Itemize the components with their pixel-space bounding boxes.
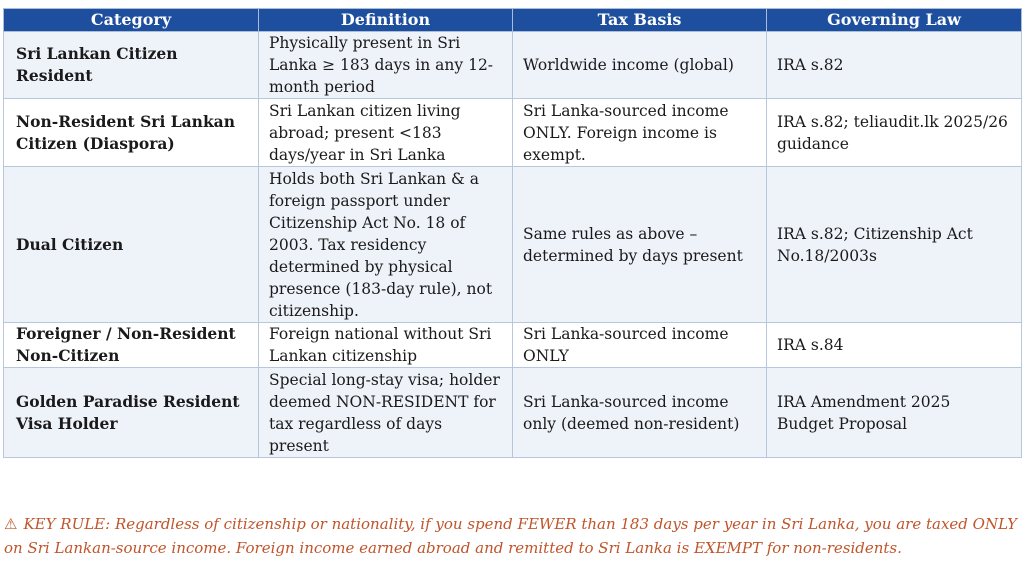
table-row: Non-Resident Sri Lankan Citizen (Diaspor… [3, 98, 1022, 167]
table-row: Golden Paradise Resident Visa Holder Spe… [3, 367, 1022, 458]
row-tax-basis: Worldwide income (global) [512, 31, 767, 99]
row-definition: Holds both Sri Lankan & a foreign passpo… [258, 166, 513, 323]
row-category: Sri Lankan Citizen Resident [3, 31, 259, 99]
key-rule-text: KEY RULE: Regardless of citizenship or n… [4, 515, 1017, 557]
row-definition: Physically present in Sri Lanka ≥ 183 da… [258, 31, 513, 99]
key-rule-note: ⚠ KEY RULE: Regardless of citizenship or … [4, 512, 1020, 560]
row-definition: Sri Lankan citizen living abroad; presen… [258, 98, 513, 167]
row-category: Non-Resident Sri Lankan Citizen (Diaspor… [3, 98, 259, 167]
table-header-row: Category Definition Tax Basis Governing … [3, 8, 1022, 32]
header-tax-basis: Tax Basis [512, 8, 767, 32]
header-governing-law: Governing Law [766, 8, 1022, 32]
row-tax-basis: Same rules as above – determined by days… [512, 166, 767, 323]
row-governing-law: IRA s.84 [766, 322, 1022, 368]
warning-icon: ⚠ [4, 515, 18, 533]
row-definition: Foreign national without Sri Lankan citi… [258, 322, 513, 368]
header-category: Category [3, 8, 259, 32]
row-tax-basis: Sri Lanka-sourced income ONLY. Foreign i… [512, 98, 767, 167]
row-tax-basis: Sri Lanka-sourced income only (deemed no… [512, 367, 767, 458]
row-category: Dual Citizen [3, 166, 259, 323]
row-governing-law: IRA Amendment 2025 Budget Proposal [766, 367, 1022, 458]
row-definition: Special long-stay visa; holder deemed NO… [258, 367, 513, 458]
row-category: Golden Paradise Resident Visa Holder [3, 367, 259, 458]
row-governing-law: IRA s.82; teliaudit.lk 2025/26 guidance [766, 98, 1022, 167]
table-row: Dual Citizen Holds both Sri Lankan & a f… [3, 166, 1022, 323]
row-governing-law: IRA s.82 [766, 31, 1022, 99]
tax-residency-table: Category Definition Tax Basis Governing … [3, 8, 1022, 458]
row-governing-law: IRA s.82; Citizenship Act No.18/2003s [766, 166, 1022, 323]
table-row: Sri Lankan Citizen Resident Physically p… [3, 31, 1022, 99]
table-row: Foreigner / Non-Resident Non-Citizen For… [3, 322, 1022, 368]
row-category: Foreigner / Non-Resident Non-Citizen [3, 322, 259, 368]
row-tax-basis: Sri Lanka-sourced income ONLY [512, 322, 767, 368]
header-definition: Definition [258, 8, 513, 32]
